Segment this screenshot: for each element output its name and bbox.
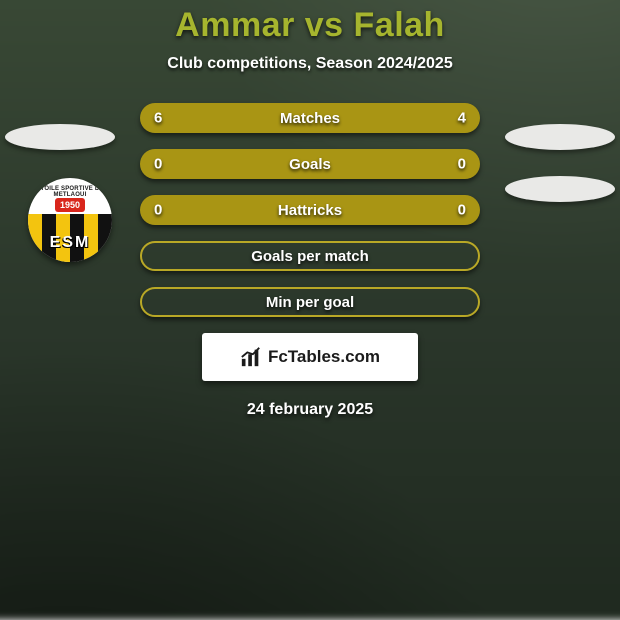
stat-right-value: 4 — [458, 110, 466, 127]
brand-text: FcTables.com — [268, 347, 380, 367]
stat-right-value: 0 — [458, 156, 466, 173]
club-badge-left: ETOILE SPORTIVE DE METLAOUI 1950 ESM — [28, 178, 112, 262]
stat-row-matches: 6 Matches 4 — [140, 103, 480, 133]
stat-label: Matches — [280, 110, 340, 127]
bar-chart-icon — [240, 346, 262, 368]
comparison-pills: 6 Matches 4 0 Goals 0 0 Hattricks 0 Goal… — [140, 103, 480, 317]
badge-club-text: ETOILE SPORTIVE DE METLAOUI — [28, 186, 112, 198]
stat-left-value: 0 — [154, 202, 162, 219]
stat-label: Min per goal — [266, 294, 354, 311]
stat-right-value: 0 — [458, 202, 466, 219]
badge-year: 1950 — [55, 198, 85, 212]
stat-row-goals-per-match: Goals per match — [140, 241, 480, 271]
stat-left-value: 0 — [154, 156, 162, 173]
stat-row-min-per-goal: Min per goal — [140, 287, 480, 317]
stat-row-goals: 0 Goals 0 — [140, 149, 480, 179]
badge-letters: ESM — [28, 234, 112, 252]
page-title: Ammar vs Falah — [0, 6, 620, 45]
player-right-avatars — [505, 124, 615, 202]
stat-label: Hattricks — [278, 202, 342, 219]
avatar-placeholder — [505, 176, 615, 202]
stat-left-value: 6 — [154, 110, 162, 127]
subtitle: Club competitions, Season 2024/2025 — [0, 55, 620, 73]
avatar-placeholder — [505, 124, 615, 150]
player-left-avatars — [5, 124, 115, 150]
avatar-placeholder — [5, 124, 115, 150]
stat-label: Goals per match — [251, 248, 369, 265]
date-label: 24 february 2025 — [0, 401, 620, 419]
brand-box[interactable]: FcTables.com — [202, 333, 418, 381]
stat-label: Goals — [289, 156, 331, 173]
stat-row-hattricks: 0 Hattricks 0 — [140, 195, 480, 225]
